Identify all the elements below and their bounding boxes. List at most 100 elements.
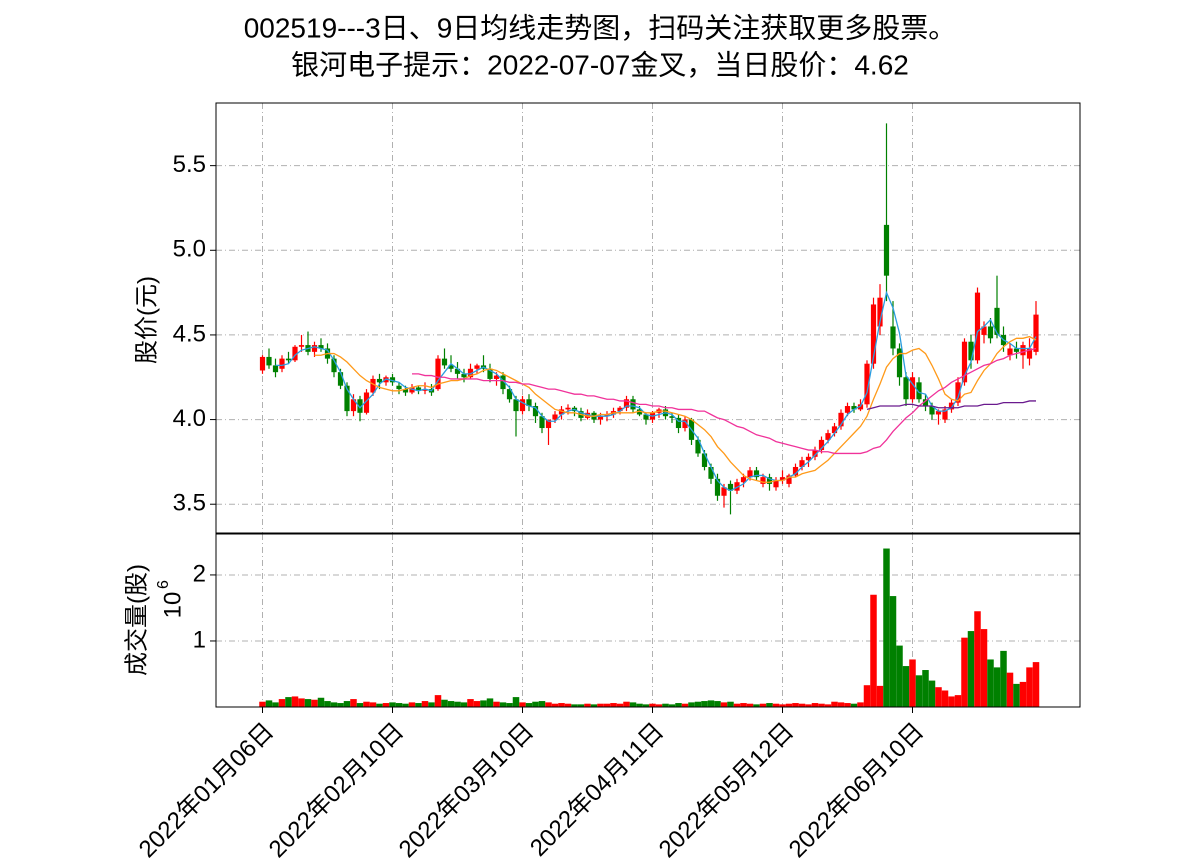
candle-body — [630, 399, 636, 410]
volume-bar — [759, 703, 767, 707]
y-tick-label: 5.0 — [173, 236, 206, 263]
volume-bar — [551, 703, 559, 707]
volume-bar — [675, 703, 682, 707]
candle-body — [597, 416, 604, 420]
candle-body — [955, 382, 961, 403]
volume-axis-label: 成交量(股) — [123, 564, 150, 676]
candle-body — [727, 483, 734, 491]
volume-bar — [785, 703, 793, 707]
candle-body — [474, 365, 480, 369]
candle-body — [1013, 348, 1020, 352]
volume-bar — [454, 701, 461, 707]
volume-bar — [909, 659, 916, 707]
chart-subtitle: 银河电子提示：2022-07-07金叉，当日股价：4.62 — [291, 49, 909, 80]
x-tick-label: 2022年04月11日 — [525, 718, 669, 862]
volume-bar — [993, 667, 1001, 707]
volume-bar — [304, 699, 312, 707]
candle-body — [467, 368, 474, 378]
volume-bar — [701, 701, 708, 707]
volume-bar — [876, 685, 884, 707]
candle-body — [786, 475, 792, 484]
candle-body — [851, 406, 857, 410]
volume-bar — [389, 702, 396, 707]
y-tick-label: 1 — [193, 626, 206, 653]
volume-bar — [369, 702, 377, 707]
candle-body — [363, 392, 370, 413]
candle-body — [292, 346, 298, 361]
volume-bar — [597, 703, 604, 707]
volume-bar — [902, 666, 910, 707]
candle-body — [500, 375, 506, 390]
candle-body — [857, 404, 864, 410]
candle-body — [753, 470, 760, 478]
candle-body — [454, 368, 461, 374]
y-tick-label: 4.5 — [173, 320, 206, 347]
volume-bar — [467, 699, 474, 707]
volume-bar — [616, 703, 624, 707]
volume-bar — [987, 659, 994, 707]
candle-body — [266, 356, 272, 366]
candle-body — [961, 341, 968, 383]
volume-bar — [447, 701, 455, 707]
candle-body — [643, 414, 649, 420]
chart-title: 002519---3日、9日均线走势图，扫码关注获取更多股票。 — [244, 12, 957, 43]
volume-bar — [460, 702, 468, 707]
volume-bar — [603, 703, 611, 707]
volume-bar — [564, 703, 572, 707]
candle-body — [558, 409, 565, 415]
candle-body — [344, 385, 350, 412]
candle-body — [838, 412, 844, 427]
volume-bar — [350, 699, 357, 707]
volume-bar — [343, 701, 351, 707]
candle-body — [617, 407, 623, 412]
volume-bar — [1032, 662, 1040, 707]
candle-body — [883, 224, 890, 276]
volume-bar — [532, 701, 539, 707]
candle-body — [383, 377, 389, 383]
volume-bar — [1026, 667, 1033, 707]
candle-body — [636, 409, 643, 415]
candle-body — [935, 411, 942, 415]
candle-body — [545, 419, 552, 429]
volume-bar — [649, 703, 656, 707]
candle-body — [721, 487, 727, 496]
candle-body — [695, 439, 701, 454]
volume-bar — [954, 695, 962, 707]
volume-bar — [837, 702, 845, 707]
volume-bar — [441, 699, 448, 707]
candle-body — [396, 385, 402, 390]
candle-body — [890, 326, 896, 349]
candle-body — [402, 389, 409, 393]
volume-bar — [857, 702, 864, 707]
volume-bar — [623, 701, 630, 707]
volume-bar — [317, 697, 325, 707]
volume-bar — [863, 685, 871, 707]
volume-bar — [324, 701, 331, 707]
candle-body — [675, 417, 682, 429]
moving-average-line — [412, 347, 1037, 455]
volume-bar — [376, 703, 383, 707]
volume-bar — [363, 701, 370, 707]
candle-body — [929, 406, 935, 415]
volume-bar — [1019, 681, 1027, 707]
volume-bar — [298, 698, 305, 707]
x-tick-label: 2022年06月10日 — [784, 718, 930, 862]
volume-bar — [811, 703, 819, 707]
candle-body — [942, 409, 948, 420]
candle-body — [526, 399, 532, 407]
candle-body — [760, 477, 766, 484]
volume-bar — [707, 700, 715, 707]
candle-body — [506, 389, 513, 400]
volume-bar — [727, 701, 734, 707]
volume-bar — [291, 696, 299, 707]
candle-body — [370, 378, 376, 393]
volume-bar — [883, 548, 890, 707]
candle-body — [1026, 348, 1033, 359]
candle-body — [422, 389, 428, 391]
candle-body — [337, 372, 344, 386]
candle-body — [389, 377, 396, 383]
volume-bar — [415, 703, 422, 707]
candle-body — [532, 406, 539, 417]
candle-body — [604, 414, 610, 417]
